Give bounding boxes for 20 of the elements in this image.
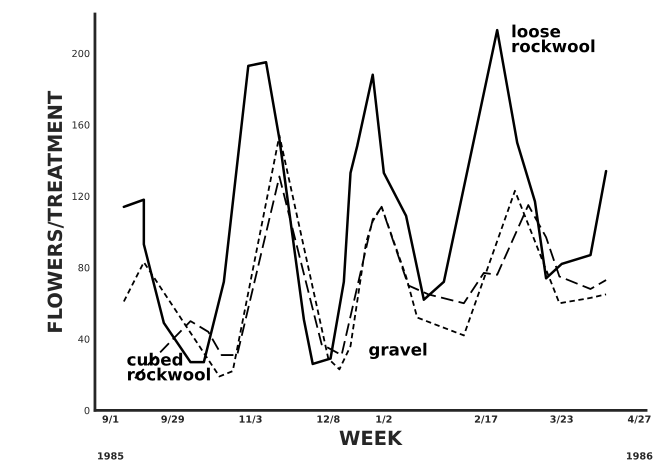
series-label: loose rockwool — [512, 24, 594, 52]
series-label: gravel — [369, 342, 426, 360]
x-tick-label: 2/17 — [474, 415, 498, 424]
text: 1985 — [98, 452, 124, 460]
y-tick-label: 0 — [84, 406, 90, 414]
x-tick-label: 1/2 — [376, 415, 392, 424]
y-axis-title: FLOWERS/TREATMENT — [48, 90, 64, 332]
y-tick-label: 80 — [78, 264, 90, 272]
x-tick-label: 4/27 — [628, 415, 651, 424]
y-tick-label: 120 — [72, 192, 90, 200]
x-tick-label: 9/29 — [161, 415, 184, 424]
text: 1986 — [626, 452, 652, 460]
x-tick-label: 12/8 — [317, 415, 340, 424]
x-tick-label: 3/23 — [550, 415, 573, 424]
y-tick-label: 160 — [72, 121, 90, 129]
y-tick-label: 200 — [72, 50, 90, 58]
x-tick-label: 9/1 — [102, 415, 118, 424]
x-axis-title: WEEK — [340, 430, 403, 445]
x-tick-label: 11/3 — [240, 415, 262, 424]
y-tick-label: 40 — [78, 335, 90, 343]
